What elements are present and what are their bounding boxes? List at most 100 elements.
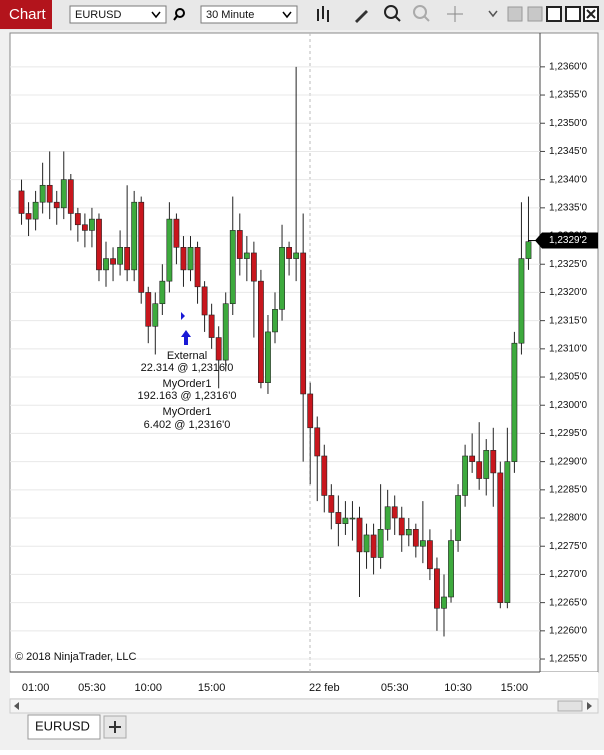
candle-body — [53, 201, 60, 209]
candle-body — [74, 213, 81, 226]
y-tick-label: 1,2355'0 — [549, 90, 587, 101]
candle-body — [208, 314, 215, 338]
interval-select[interactable] — [200, 5, 298, 24]
crosshair-button[interactable] — [447, 6, 463, 22]
y-tick-label: 1,2305'0 — [549, 372, 587, 383]
candle-body — [356, 517, 363, 553]
candle-body — [328, 495, 335, 513]
order-marker — [181, 312, 185, 320]
close-button[interactable] — [583, 6, 599, 22]
candle-body — [405, 529, 412, 536]
y-tick-label: 1,2345'0 — [549, 146, 587, 157]
candle-body — [511, 342, 518, 462]
candle-body — [504, 461, 511, 603]
candle-body — [462, 455, 469, 496]
candle-body — [469, 455, 476, 462]
candle-body — [476, 461, 483, 479]
candle-body — [293, 252, 300, 259]
y-tick-label: 1,2270'0 — [549, 569, 587, 580]
y-tick-label: 1,2285'0 — [549, 484, 587, 495]
search-icon-handle — [173, 15, 178, 21]
scroll-thumb[interactable] — [557, 700, 583, 712]
x-axis-panel — [10, 672, 598, 698]
y-tick-label: 1,2275'0 — [549, 541, 587, 552]
plus-icon — [109, 721, 121, 733]
instrument-text: EURUSD — [75, 9, 122, 21]
candle-body — [194, 247, 201, 288]
candle-body — [307, 393, 314, 429]
candle-body — [81, 224, 88, 231]
y-tick-label: 1,2280'0 — [549, 513, 587, 524]
annotation: MyOrder1 — [163, 406, 212, 418]
candle-body — [180, 247, 187, 271]
y-tick-label: 1,2310'0 — [549, 343, 587, 354]
tile-button[interactable] — [527, 6, 543, 22]
search-icon[interactable] — [175, 8, 185, 18]
zoom-handle — [394, 15, 401, 22]
candle-body — [497, 472, 504, 603]
instrument-select[interactable] — [69, 5, 167, 24]
y-tick-label: 1,2260'0 — [549, 625, 587, 636]
annotation: External — [167, 350, 207, 362]
y-tick-label: 1,2300'0 — [549, 400, 587, 411]
candle-body — [173, 218, 180, 248]
zoom-in-button[interactable] — [384, 5, 398, 19]
candle-body — [243, 252, 250, 259]
annotation: 22.314 @ 1,2316'0 — [141, 362, 234, 374]
candle-body — [138, 201, 145, 293]
tab[interactable] — [27, 714, 101, 740]
annotation: 192.163 @ 1,2316'0 — [138, 390, 237, 402]
candle-body — [272, 309, 278, 333]
candle-body — [152, 303, 159, 327]
x-tick-label: 22 feb — [309, 682, 340, 694]
copyright: © 2018 NinjaTrader, LLC — [15, 651, 136, 663]
candle-body — [131, 201, 138, 271]
x-tick-label: 10:30 — [444, 682, 472, 694]
zoom-out-button[interactable] — [413, 5, 427, 19]
candle-body — [525, 241, 532, 259]
candle-body — [67, 179, 74, 214]
candle-body — [342, 517, 349, 524]
candle-body — [145, 292, 152, 327]
draw-tool-button[interactable] — [355, 10, 368, 23]
candle-body — [490, 450, 497, 474]
interval-text: 30 Minute — [206, 9, 254, 21]
tile-button[interactable] — [507, 6, 523, 22]
minimize-button[interactable] — [546, 6, 562, 22]
candle-body — [229, 230, 236, 305]
candle-body — [89, 218, 95, 231]
y-tick-label: 1,2295'0 — [549, 428, 587, 439]
candle-body — [25, 213, 32, 220]
y-tick-label: 1,2360'0 — [549, 61, 587, 72]
candle-body — [384, 506, 391, 530]
annotation: MyOrder1 — [163, 378, 212, 390]
candle-body — [419, 540, 426, 547]
scrollbar[interactable] — [9, 698, 599, 714]
candle-body — [117, 247, 123, 265]
candle-body — [166, 218, 173, 282]
candle-body — [103, 258, 109, 271]
candle-body — [32, 201, 39, 220]
zoom-handle — [423, 15, 430, 22]
y-tick-label: 1,2315'0 — [549, 315, 587, 326]
more-button[interactable] — [488, 10, 498, 18]
x-tick-label: 10:00 — [134, 682, 162, 694]
maximize-button[interactable] — [565, 6, 581, 22]
candle-body — [250, 252, 257, 282]
bar-style-button[interactable] — [317, 6, 329, 22]
y-tick-label: 1,2255'0 — [549, 654, 587, 665]
candle-body — [258, 280, 264, 383]
candle-body — [377, 529, 384, 558]
candle-body — [314, 427, 321, 457]
candle-body — [222, 303, 229, 361]
candle-body — [110, 258, 116, 265]
last-price-label: 1,2329'2 — [549, 235, 587, 246]
y-tick-label: 1,2340'0 — [549, 174, 587, 185]
candle-body — [335, 512, 342, 524]
dropdown-arrow — [151, 11, 161, 19]
candle-body — [265, 331, 271, 383]
candle-body — [434, 568, 440, 609]
last-price-box — [535, 232, 598, 249]
